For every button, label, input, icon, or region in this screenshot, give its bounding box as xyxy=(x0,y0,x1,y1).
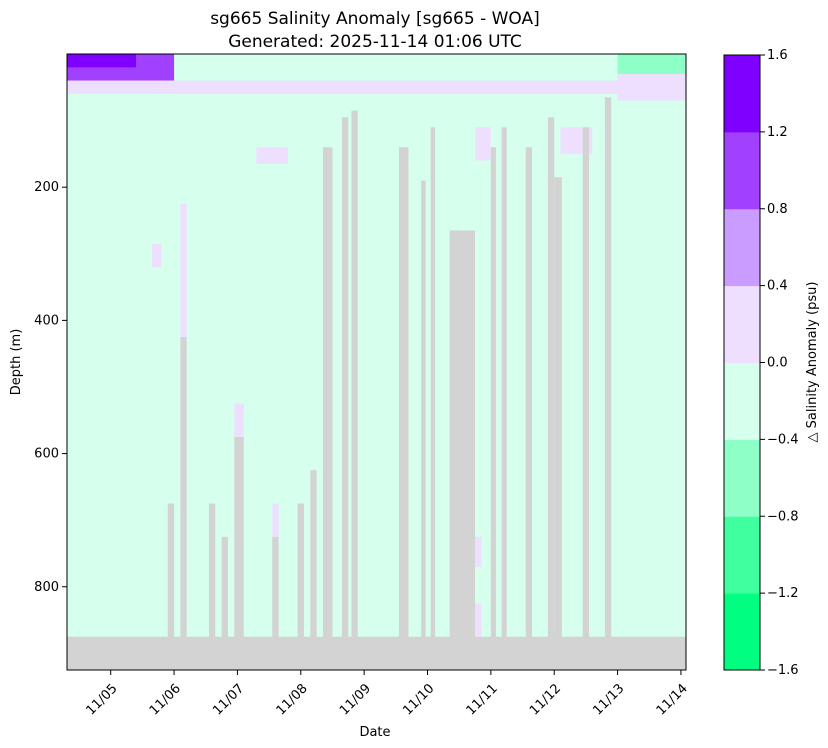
x-axis: 11/05 11/06 11/07 11/08 11/09 11/10 11/11 11/12… xyxy=(84,670,691,718)
positive-anomaly-cell xyxy=(180,203,187,338)
x-tick-label: 11/14 xyxy=(654,681,691,718)
nodata-column xyxy=(604,97,612,670)
nodata-column xyxy=(490,147,496,671)
y-axis-label: Depth (m) xyxy=(9,329,24,396)
x-tick-label: 11/13 xyxy=(590,681,627,718)
y-axis: 200 400 600 800 xyxy=(34,180,67,595)
colorbar-segment xyxy=(724,285,760,363)
x-axis-label: Date xyxy=(359,725,390,740)
x-tick-label: 11/05 xyxy=(84,681,121,718)
colorbar: 1.6 1.2 0.8 0.4 0.0 −0.4 −0.8 −1.2 −1.6 xyxy=(723,48,799,678)
nodata-column xyxy=(547,117,555,670)
nodata-column xyxy=(398,147,409,671)
y-tick-label: 200 xyxy=(34,180,59,195)
colorbar-segment xyxy=(724,439,760,517)
positive-anomaly-cell xyxy=(151,243,162,268)
nodata-column xyxy=(525,147,533,671)
x-tick-label: 11/08 xyxy=(274,681,311,718)
x-tick-label: 11/10 xyxy=(400,681,437,718)
surface-anomaly-cell xyxy=(617,73,686,101)
nodata-column xyxy=(234,436,244,670)
plot-frame xyxy=(66,53,687,671)
colorbar-tick-label: 0.4 xyxy=(767,279,788,294)
nodata-column xyxy=(554,177,562,670)
x-tick-label: 11/07 xyxy=(210,681,247,718)
colorbar-tick-label: −1.6 xyxy=(767,663,799,678)
nodata-column xyxy=(297,503,304,670)
nodata-column xyxy=(208,503,216,670)
plot-background xyxy=(67,54,686,670)
nodata-bottom-band xyxy=(67,636,686,670)
colorbar-tick-label: −1.2 xyxy=(767,586,799,601)
positive-anomaly-cell xyxy=(475,536,482,567)
nodata-column xyxy=(167,503,175,670)
nodata-column xyxy=(421,180,426,670)
colorbar-label: △ Salinity Anomaly (psu) xyxy=(805,282,820,443)
nodata-column xyxy=(272,536,279,670)
colorbar-tick-label: 0.8 xyxy=(767,202,788,217)
surface-anomaly-cell xyxy=(67,80,618,94)
colorbar-segment xyxy=(724,55,760,133)
nodata-column xyxy=(582,127,590,671)
y-tick-label: 400 xyxy=(34,313,59,328)
surface-anomaly-cell xyxy=(617,54,686,74)
plot-area xyxy=(66,53,687,671)
y-tick-label: 600 xyxy=(34,447,59,462)
surface-anomaly-cell xyxy=(67,54,137,68)
x-tick-label: 11/09 xyxy=(337,681,374,718)
colorbar-segment xyxy=(724,362,760,440)
nodata-column xyxy=(501,127,507,671)
colorbar-segment xyxy=(724,131,760,210)
chart-title-line1: sg665 Salinity Anomaly [sg665 - WOA] xyxy=(210,9,540,29)
colorbar-tick-label: −0.8 xyxy=(767,509,799,524)
positive-anomaly-cell xyxy=(475,603,482,637)
nodata-column xyxy=(430,127,436,671)
y-tick-label: 800 xyxy=(34,580,59,595)
positive-anomaly-cell xyxy=(272,503,279,537)
heatmap-cells xyxy=(67,54,686,671)
nodata-column xyxy=(322,147,333,671)
chart-title-line2: Generated: 2025-11-14 01:06 UTC xyxy=(228,32,522,52)
positive-anomaly-cell xyxy=(256,147,289,164)
colorbar-tick-label: −0.4 xyxy=(767,432,799,447)
nodata-column xyxy=(180,337,187,670)
positive-anomaly-cell xyxy=(475,127,491,161)
nodata-column xyxy=(449,230,476,670)
nodata-column xyxy=(310,470,317,670)
positive-anomaly-cell xyxy=(234,403,244,437)
colorbar-segment xyxy=(724,208,760,287)
colorbar-tick-label: 1.6 xyxy=(767,48,788,63)
nodata-column xyxy=(341,117,349,670)
colorbar-segment xyxy=(724,593,760,671)
nodata-column xyxy=(351,110,358,670)
x-tick-label: 11/06 xyxy=(147,681,184,718)
colorbar-tick-label: 0.0 xyxy=(767,356,788,371)
colorbar-segment xyxy=(724,516,760,594)
x-tick-label: 11/11 xyxy=(464,681,501,718)
colorbar-tick-label: 1.2 xyxy=(767,125,788,140)
x-tick-label: 11/12 xyxy=(527,681,564,718)
nodata-column xyxy=(221,536,228,670)
